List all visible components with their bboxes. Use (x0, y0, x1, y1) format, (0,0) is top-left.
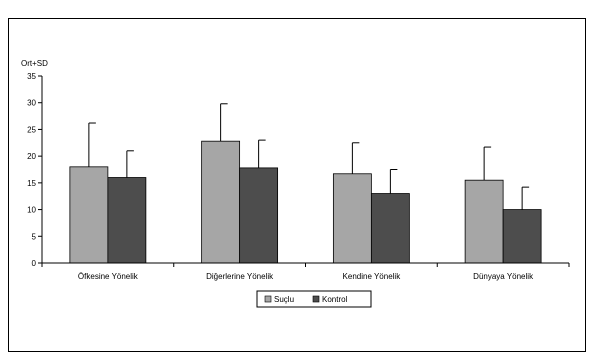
bar (69, 166, 109, 264)
x-category-label: Öfkesine Yönelik (78, 272, 139, 281)
y-tick-label: 15 (27, 179, 36, 188)
bar (332, 173, 372, 264)
bar (239, 167, 279, 264)
y-axis: 0 5 10 15 20 25 30 35 (27, 72, 43, 268)
y-tick-label: 25 (27, 125, 36, 134)
bar (370, 193, 410, 264)
chart-frame: Ort+SD 0 5 10 15 20 25 30 35 Öfkesine Yönelik Di… (8, 18, 586, 352)
y-tick-label: 30 (27, 99, 36, 108)
bar-chart: Ort+SD 0 5 10 15 20 25 30 35 Öfkesine Yönelik Di… (21, 59, 570, 308)
bar (107, 177, 147, 264)
y-tick-label: 35 (27, 72, 36, 81)
legend-label: Kontrol (322, 295, 348, 304)
bar (464, 179, 504, 264)
bar (201, 140, 241, 264)
x-category-label: Dünyaya Yönelik (473, 272, 534, 281)
y-axis-label: Ort+SD (21, 59, 48, 68)
y-tick-label: 10 (27, 206, 36, 215)
legend-swatch (264, 295, 272, 303)
bar (502, 209, 542, 264)
x-axis: Öfkesine Yönelik Diğerlerine Yönelik Kendi… (41, 262, 570, 281)
x-category-label: Diğerlerine Yönelik (206, 272, 274, 281)
y-tick-label: 5 (32, 232, 37, 241)
legend-swatch (312, 295, 320, 303)
y-tick-label: 20 (27, 152, 36, 161)
legend-label: Suçlu (274, 295, 294, 304)
y-tick-label: 0 (32, 259, 37, 268)
legend: Suçlu Kontrol (256, 290, 372, 308)
bars (69, 103, 542, 264)
x-category-label: Kendine Yönelik (343, 272, 402, 281)
